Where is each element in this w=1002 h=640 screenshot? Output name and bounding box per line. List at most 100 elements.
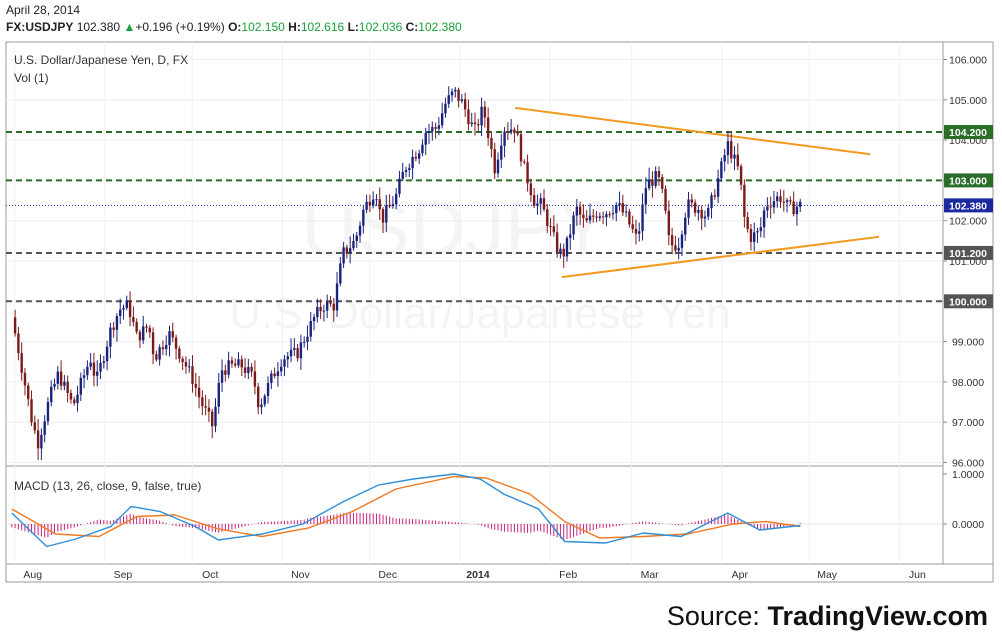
candle-body [168,331,171,346]
up-arrow-icon: ▲ [123,20,136,34]
candle-body [513,129,516,134]
candle-body [306,336,309,342]
candle-body [316,306,319,318]
candle-body [207,407,211,412]
candle-body [13,317,17,334]
level-tag [944,245,993,260]
candle-body [523,161,526,163]
candle-body [256,386,260,408]
candle-body [460,99,464,101]
candle-body [437,125,441,129]
candle-body [224,370,227,375]
candle-body [463,99,467,110]
x-tick-label: Sep [114,569,133,581]
candle-body [736,154,740,167]
candle-body [595,216,598,218]
candle-body [99,362,102,372]
candle-body [434,127,437,129]
x-tick-label: Mar [641,569,660,581]
candle-body [362,209,365,226]
candle-body [30,399,33,423]
candle-body [27,385,30,400]
x-tick-label: 2014 [466,569,490,581]
candle-body [670,235,674,246]
candle-body [769,206,772,208]
candle-body [634,229,638,234]
candle-body [296,348,299,359]
candle-body [398,178,401,194]
candle-body [188,366,191,368]
candle-body [119,309,122,317]
candle-body [233,363,237,366]
candle-body [76,394,79,404]
level-tag-label: 101.200 [949,248,987,260]
candle-body [122,307,125,310]
candle-body [624,211,628,213]
candle-body [270,373,273,383]
candle-body [385,205,388,223]
candle-body [746,216,749,230]
candle-body [572,215,575,235]
level-tag [944,125,993,140]
candle-body [381,209,385,223]
candle-body [730,141,733,159]
y-tick-label: 102.000 [949,216,987,228]
price-chart[interactable]: USDJPY U.S. Dollar/Japanese Yen 96.000 97… [0,0,1002,600]
y-tick-label: 97.000 [952,417,984,429]
x-tick-label: Nov [291,569,310,581]
candle-body [454,89,457,92]
candle-body [585,218,588,221]
candle-body [414,156,418,159]
x-tick-label: Apr [732,569,749,581]
candle-body [700,209,703,219]
candle-body [155,354,158,360]
candle-body [342,247,345,264]
candle-body [473,122,477,125]
candle-body [526,162,529,184]
candle-body [378,199,381,210]
candle-body [667,210,671,236]
candle-body [753,232,756,242]
close-label: C: [405,20,419,34]
candle-body [664,188,667,211]
candle-body [201,397,204,407]
candle-body [250,366,253,372]
close-value: 102.380 [418,20,462,34]
candle-body [716,178,720,197]
candle-body [592,215,595,217]
open-label: O: [228,20,242,34]
candle-body [138,331,142,341]
candle-body [283,359,286,367]
candle-body [368,201,372,206]
candle-body [776,196,779,202]
candle-body [158,347,161,360]
current-price-label: 102.380 [949,200,987,212]
candle-body [312,317,316,322]
source-prefix: Source: [666,601,768,631]
candle-body [178,348,181,359]
candle-body [421,144,424,154]
candle-body [506,131,510,133]
candle-body [391,204,395,207]
candle-body [355,235,358,242]
macd-line [11,473,801,548]
candle-body [697,209,700,213]
candle-body [477,124,480,126]
candle-body [611,213,615,215]
candle-body [151,332,155,355]
candle-body [194,383,197,388]
candle-body [431,127,434,132]
chart-header: April 28, 2014 FX:USDJPY 102.380 ▲+0.196… [6,2,462,36]
candle-body [181,358,184,363]
candle-body [253,371,257,387]
candle-body [674,245,677,251]
candle-body [66,381,69,393]
candle-body [555,232,559,253]
high-value: 102.616 [300,20,345,34]
candle-body [582,214,585,219]
candle-body [766,206,769,211]
candle-body [319,306,322,312]
candle-body [214,406,217,427]
symbol-label[interactable]: FX:USDJPY [6,20,74,34]
candle-body [20,353,23,373]
